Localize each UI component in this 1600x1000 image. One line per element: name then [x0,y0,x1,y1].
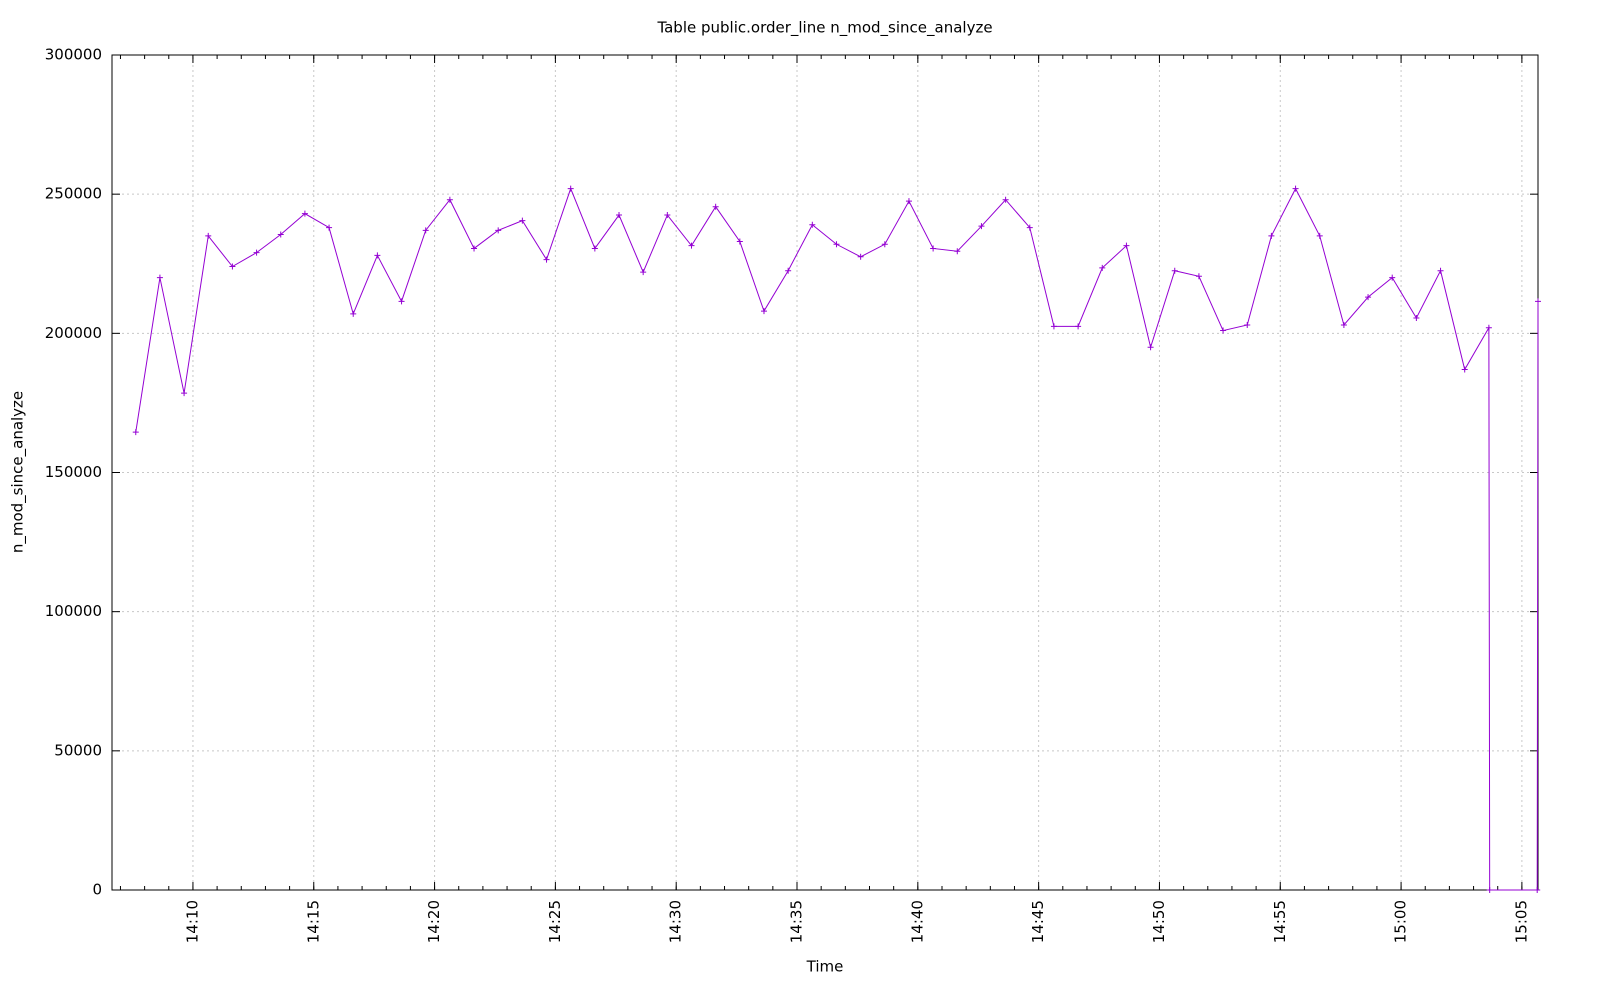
point [1099,264,1106,271]
point [1535,298,1541,305]
point [1316,232,1323,239]
point [978,223,985,230]
point [471,245,478,252]
point [809,221,816,228]
y-tick-label: 250000 [45,185,102,203]
point [1389,274,1396,281]
point [543,256,550,263]
point [785,267,792,274]
y-tick-label: 50000 [54,741,102,759]
point [1340,321,1347,328]
y-tick-label: 300000 [45,46,102,64]
x-tick-label: 14:15 [304,900,322,943]
point [1026,224,1033,231]
x-tick-label: 14:45 [1029,900,1047,943]
x-tick-label: 15:05 [1512,900,1530,943]
point [905,198,912,205]
x-tick-label: 14:35 [788,900,806,943]
x-tick-label: 14:30 [667,900,685,943]
point [591,245,598,252]
point [398,298,405,305]
point [1413,315,1420,322]
point [1461,366,1468,373]
point [1485,324,1492,331]
y-tick-label: 100000 [45,602,102,620]
x-tick-label: 14:40 [908,900,926,943]
point [1268,232,1275,239]
point [1486,887,1493,893]
point [1050,323,1057,330]
point [881,241,888,248]
point [640,269,647,276]
point [833,241,840,248]
point [156,274,163,281]
point [1171,267,1178,274]
point [857,253,864,260]
point [253,249,260,256]
point [567,185,574,192]
point [616,212,623,219]
point [1147,344,1154,351]
point [326,224,333,231]
point [1002,196,1009,203]
point [132,429,139,436]
point [760,308,767,315]
point [446,196,453,203]
point [954,248,961,255]
point [1075,323,1082,330]
point [1365,294,1372,301]
plot-border [111,54,1539,891]
point [181,390,188,397]
y-tick-label: 0 [92,881,102,899]
point [1534,887,1541,893]
x-tick-label: 14:50 [1150,900,1168,943]
point [229,263,236,270]
point [374,252,381,259]
x-tick-label: 14:55 [1271,900,1289,943]
point [1220,327,1227,334]
point [1437,267,1444,274]
point [930,245,937,252]
chart-title: Table public.order_line n_mod_since_anal… [656,19,992,38]
y-tick-label: 200000 [45,324,102,342]
x-axis-label: Time [806,958,844,976]
point [688,242,695,249]
data-line [135,187,1539,891]
x-tick-label: 15:00 [1392,900,1410,943]
x-tick-label: 14:10 [183,900,201,943]
point [301,210,308,217]
x-tick-label: 14:20 [425,900,443,943]
y-tick-label: 150000 [45,463,102,481]
point [277,231,284,238]
x-tick-label: 14:25 [546,900,564,943]
point [664,212,671,219]
point [1292,185,1299,192]
point [350,310,357,317]
point [1195,273,1202,280]
point [205,232,212,239]
point [712,203,719,210]
point [1244,321,1251,328]
y-axis-label: n_mod_since_analyze [9,391,28,553]
point [422,227,429,234]
point [1123,242,1130,249]
point [495,227,502,234]
point [519,217,526,224]
point [736,238,743,245]
